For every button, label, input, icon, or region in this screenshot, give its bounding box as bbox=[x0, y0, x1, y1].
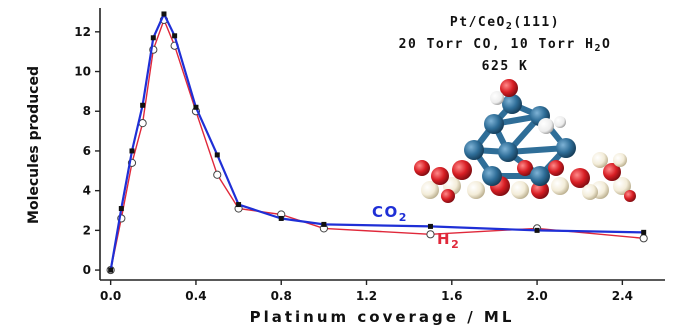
ceria-substrate bbox=[414, 152, 636, 203]
y-tick-label: 8 bbox=[83, 104, 91, 118]
data-point-co2 bbox=[534, 227, 540, 233]
axes bbox=[99, 8, 665, 281]
series-label-co2: CO2 bbox=[372, 203, 408, 224]
x-tick-label: 1.6 bbox=[441, 289, 462, 303]
data-point-co2 bbox=[161, 11, 167, 17]
data-point-co2 bbox=[427, 223, 433, 229]
y-tick-label: 10 bbox=[74, 65, 91, 79]
y-tick-label: 0 bbox=[83, 263, 91, 277]
title-line-2: 20 Torr CO, 10 Torr H2O bbox=[399, 37, 612, 54]
adsorbates bbox=[490, 79, 566, 134]
data-point-co2 bbox=[236, 202, 242, 208]
x-tick-label: 1.2 bbox=[356, 289, 377, 303]
y-tick-label: 6 bbox=[83, 144, 91, 158]
x-tick-label: 0.8 bbox=[271, 289, 292, 303]
x-axis-title: Platinum coverage / ML bbox=[250, 308, 515, 326]
y-ticks: 0 2 4 6 8 10 12 bbox=[74, 25, 100, 277]
data-point-co2 bbox=[108, 267, 114, 273]
data-point-co2 bbox=[641, 229, 647, 235]
y-tick-label: 12 bbox=[74, 25, 91, 39]
y-tick-label: 4 bbox=[83, 184, 91, 198]
x-ticks: 0.0 0.4 0.8 1.2 1.6 2.0 2.4 bbox=[100, 280, 633, 303]
title-line-3: 625 K bbox=[482, 59, 529, 74]
x-tick-label: 2.0 bbox=[526, 289, 547, 303]
data-point-h2 bbox=[213, 170, 222, 179]
data-point-co2 bbox=[321, 221, 327, 227]
data-point-co2 bbox=[140, 102, 146, 108]
x-tick-label: 0.4 bbox=[185, 289, 206, 303]
series-label-h2: H2 bbox=[437, 230, 460, 251]
data-point-co2 bbox=[129, 148, 135, 154]
data-point-co2 bbox=[278, 215, 284, 221]
x-tick-label: 0.0 bbox=[100, 289, 121, 303]
x-tick-label: 2.4 bbox=[612, 289, 633, 303]
surface-model-image bbox=[408, 79, 636, 203]
data-point-co2 bbox=[172, 33, 178, 39]
pt-cluster bbox=[464, 94, 576, 186]
title-line-1: Pt/CeO2(111) bbox=[450, 15, 560, 32]
y-axis-title: Molecules produced bbox=[26, 66, 42, 224]
y-tick-label: 2 bbox=[83, 223, 91, 237]
data-point-h2 bbox=[639, 234, 648, 243]
plot-area bbox=[106, 11, 648, 275]
chart-title: Pt/CeO2(111) 20 Torr CO, 10 Torr H2O 625… bbox=[399, 15, 612, 74]
data-point-h2 bbox=[426, 230, 435, 239]
data-point-co2 bbox=[150, 35, 156, 41]
data-point-co2 bbox=[214, 152, 220, 158]
data-point-co2 bbox=[193, 104, 199, 110]
data-point-co2 bbox=[118, 206, 124, 212]
